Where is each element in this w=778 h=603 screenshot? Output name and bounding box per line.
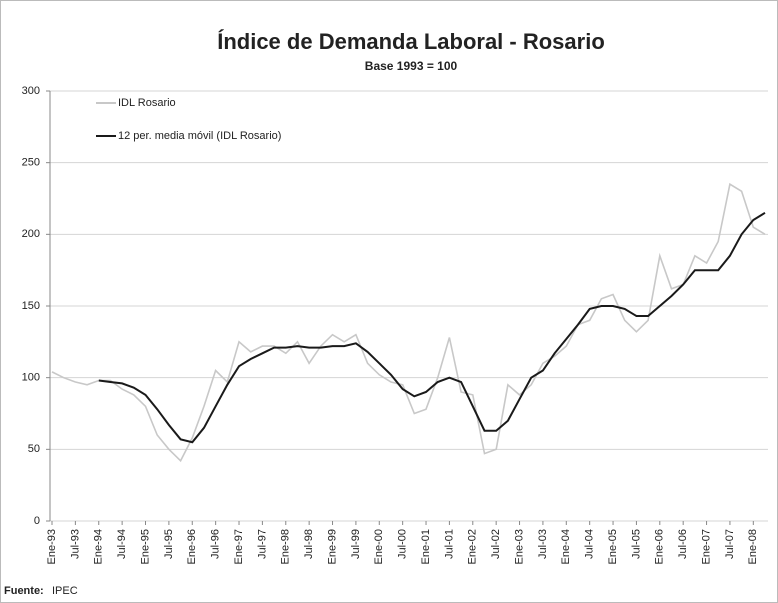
x-tick-label: Ene-94 — [93, 529, 105, 564]
chart-title: Índice de Demanda Laboral - Rosario — [217, 29, 605, 54]
x-tick-label: Ene-04 — [560, 529, 572, 564]
chart-subtitle: Base 1993 = 100 — [365, 59, 458, 73]
legend-label: IDL Rosario — [118, 97, 176, 109]
x-tick-label: Jul-95 — [163, 529, 175, 559]
x-tick-label: Jul-03 — [537, 529, 549, 559]
x-tick-label: Ene-93 — [46, 529, 58, 564]
x-tick-label: Ene-03 — [513, 529, 525, 564]
series-line — [98, 211, 766, 444]
x-tick-label: Jul-00 — [397, 529, 409, 559]
x-tick-label: Ene-97 — [233, 529, 245, 564]
x-tick-label: Jul-01 — [443, 529, 455, 559]
x-tick-label: Jul-02 — [490, 529, 502, 559]
x-tick-label: Jul-99 — [350, 529, 362, 559]
legend-label: 12 per. media móvil (IDL Rosario) — [118, 130, 281, 142]
x-tick-label: Ene-98 — [280, 529, 292, 564]
source: IPEC — [52, 585, 78, 597]
x-tick-label: Jul-98 — [303, 529, 315, 559]
y-tick-label: 200 — [22, 228, 40, 240]
x-tick-label: Ene-99 — [326, 529, 338, 564]
x-tick-label: Ene-02 — [467, 529, 479, 564]
x-tick-label: Ene-00 — [373, 529, 385, 564]
x-tick-label: Ene-01 — [420, 529, 432, 564]
x-tick-label: Ene-96 — [186, 529, 198, 564]
y-tick-label: 0 — [34, 515, 40, 527]
x-tick-label: Ene-07 — [700, 529, 712, 564]
x-tick-label: Ene-06 — [654, 529, 666, 564]
x-tick-label: Ene-95 — [139, 529, 151, 564]
y-tick-label: 100 — [22, 372, 40, 384]
x-tick-label: Ene-05 — [607, 529, 619, 564]
y-tick-label: 50 — [28, 443, 40, 455]
x-tick-label: Jul-04 — [584, 529, 596, 559]
x-tick-label: Jul-07 — [724, 529, 736, 559]
x-tick-label: Jul-06 — [677, 529, 689, 559]
source-label: Fuente: — [4, 585, 44, 597]
x-tick-label: Jul-05 — [630, 529, 642, 559]
x-tick-label: Jul-94 — [116, 529, 128, 559]
y-tick-label: 150 — [22, 300, 40, 312]
y-tick-label: 300 — [22, 85, 40, 97]
x-tick-label: Jul-96 — [210, 529, 222, 559]
x-tick-label: Jul-97 — [256, 529, 268, 559]
series-line — [51, 182, 766, 463]
x-tick-label: Ene-08 — [747, 529, 759, 564]
y-tick-label: 250 — [22, 157, 40, 169]
x-tick-label: Jul-93 — [69, 529, 81, 559]
